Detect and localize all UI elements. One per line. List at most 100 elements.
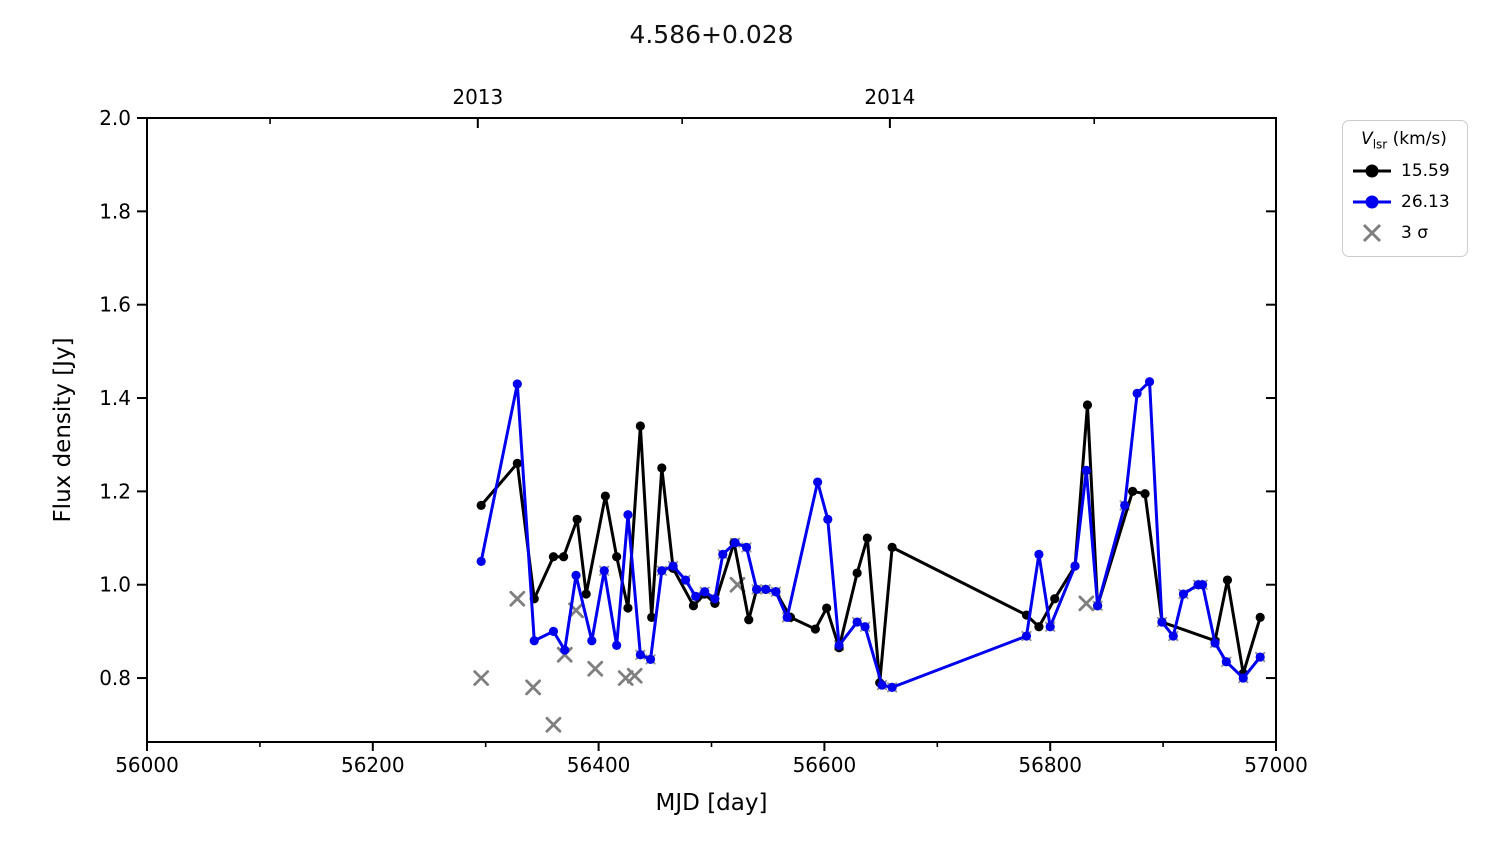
tick-labels: 56000 56200 56400 56600 56800 57000 2.0 1.8 1.6 1…: [99, 85, 1308, 777]
sigma-x-marker: [525, 679, 542, 696]
data-point: [572, 514, 582, 524]
legend: Vlsr (km/s) 15.59 26.13 3 σ: [1342, 120, 1468, 258]
data-point: [1045, 622, 1055, 632]
data-point: [668, 561, 678, 571]
data-point: [623, 510, 633, 520]
data-point: [645, 654, 656, 664]
tick-label: 2014: [864, 85, 915, 109]
data-point: [744, 615, 754, 625]
data-point: [862, 533, 872, 543]
sigma-x-marker: [626, 667, 643, 684]
line-dot-sample-blue: [1353, 195, 1391, 209]
data-point: [887, 682, 897, 692]
tick-label: 1.8: [99, 199, 131, 223]
data-point: [587, 636, 597, 646]
data-point: [860, 622, 870, 632]
tick-label: 56400: [567, 753, 631, 777]
data-point: [612, 552, 622, 562]
data-point: [877, 680, 887, 690]
tick-label: 2.0: [99, 106, 131, 130]
data-series: [476, 377, 1265, 692]
tick-label: 1.0: [99, 573, 131, 597]
data-point: [1255, 652, 1265, 662]
tick-label: 56000: [115, 753, 179, 777]
tick-label: 57000: [1244, 753, 1308, 777]
tick-label: 1.2: [99, 479, 131, 503]
legend-item-15.59: 15.59: [1351, 155, 1457, 186]
legend-label: 26.13: [1401, 191, 1450, 212]
data-point: [581, 589, 591, 599]
sigma-x-marker: [1078, 595, 1095, 612]
sigma-x-marker: [509, 590, 526, 607]
data-point: [1255, 612, 1265, 622]
data-point: [1021, 631, 1032, 641]
data-point: [1221, 657, 1231, 667]
data-point: [647, 612, 657, 622]
data-point: [623, 603, 633, 613]
legend-title-units: (km/s): [1387, 129, 1447, 149]
legend-item-26.13: 26.13: [1351, 186, 1457, 217]
data-point: [1034, 622, 1044, 632]
data-point: [635, 650, 645, 660]
data-point: [680, 575, 691, 585]
data-point: [657, 566, 667, 576]
data-point: [1168, 631, 1178, 641]
legend-title-subscript: lsr: [1372, 137, 1388, 152]
data-point: [730, 538, 740, 548]
data-point: [691, 591, 701, 601]
data-point: [1034, 549, 1044, 559]
data-point: [761, 584, 771, 594]
legend-label: 15.59: [1401, 160, 1450, 181]
data-point: [600, 491, 610, 501]
tick-label: 2013: [452, 85, 503, 109]
data-point: [710, 594, 720, 604]
axis-ticks: [137, 117, 1277, 751]
chart-title: 4.586+0.028: [629, 20, 794, 49]
series-line-26.13: [479, 380, 1262, 689]
data-point: [1210, 638, 1220, 648]
axes-frame: [146, 117, 1277, 743]
tick-label: 56800: [1018, 753, 1082, 777]
legend-title-symbol: V: [1361, 129, 1373, 149]
data-point: [852, 617, 862, 627]
data-point: [1128, 486, 1138, 496]
data-point: [1157, 617, 1167, 627]
data-point: [548, 552, 559, 562]
sigma-x-marker: [545, 716, 562, 733]
data-point: [476, 500, 486, 510]
tick-label: 56600: [793, 753, 857, 777]
data-point: [1222, 575, 1233, 585]
data-point: [1140, 489, 1150, 499]
data-point: [571, 570, 581, 580]
data-point: [1093, 601, 1103, 611]
data-point: [823, 514, 833, 524]
data-point: [635, 421, 645, 431]
data-point: [548, 626, 559, 636]
data-point: [657, 463, 667, 473]
data-point: [599, 566, 609, 576]
data-point: [512, 379, 522, 389]
tick-label: 56200: [341, 753, 405, 777]
data-point: [771, 587, 781, 597]
data-point: [1132, 388, 1142, 398]
data-point: [752, 584, 762, 594]
data-point: [1070, 561, 1080, 571]
data-point: [813, 477, 823, 487]
data-point: [834, 640, 844, 650]
data-point: [810, 624, 820, 634]
x-axis-label: MJD [day]: [655, 790, 768, 816]
data-point: [560, 645, 570, 655]
data-point: [718, 549, 728, 559]
data-point: [1238, 673, 1248, 683]
data-point: [529, 636, 539, 646]
tick-label: 1.4: [99, 386, 131, 410]
data-point: [476, 556, 486, 566]
sigma-x-marker: [617, 670, 634, 686]
data-point: [612, 640, 622, 650]
data-point: [700, 587, 710, 597]
sigma-x-marker: [473, 670, 490, 686]
data-point: [887, 542, 897, 552]
data-point: [688, 601, 699, 611]
